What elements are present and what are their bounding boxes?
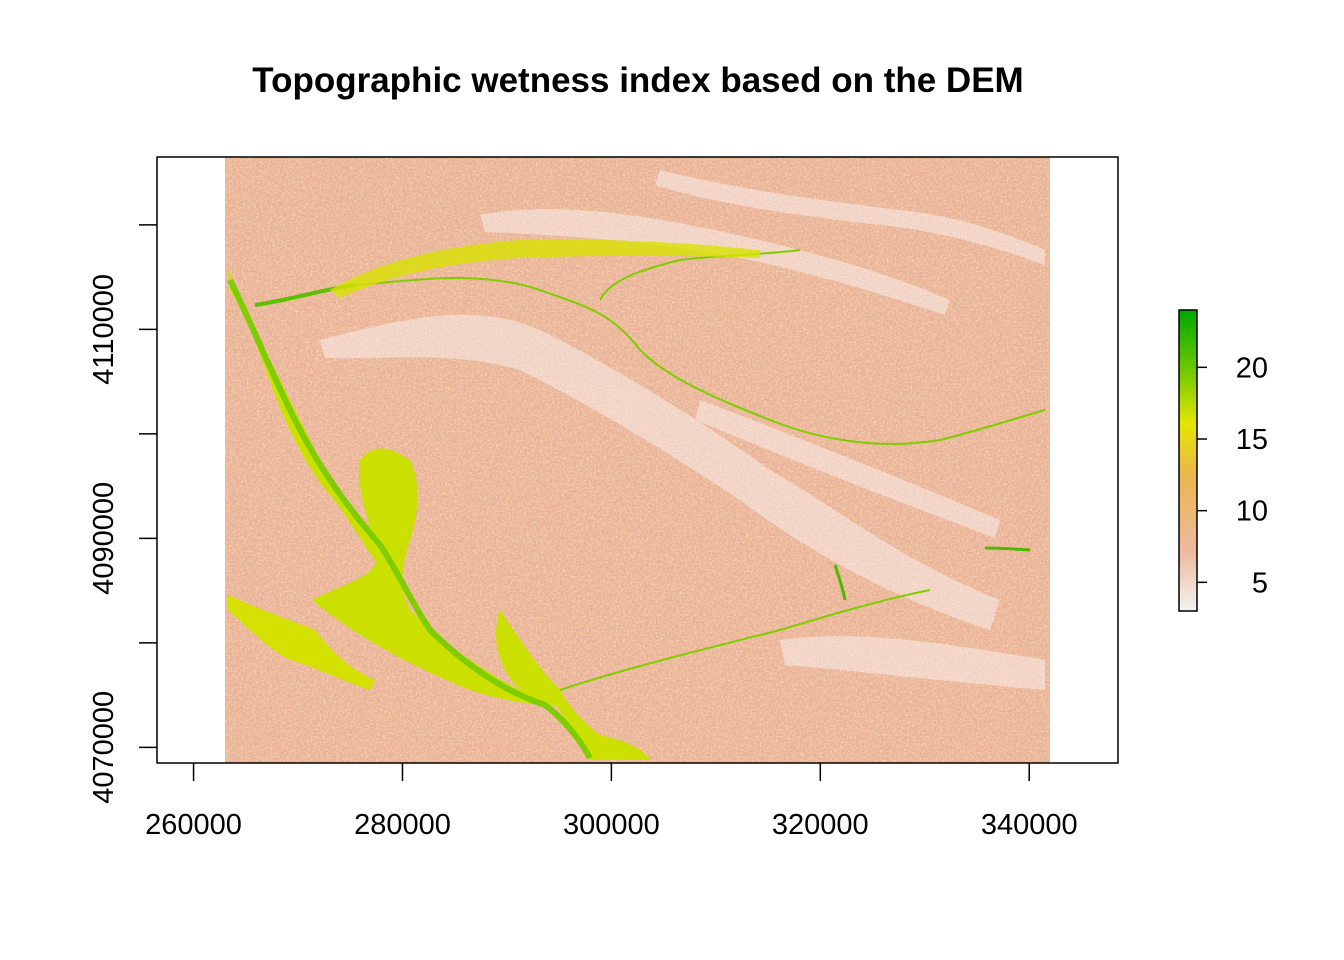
- x-tick-label: 260000: [145, 809, 242, 841]
- channel-main-trunk-core: [227, 278, 593, 760]
- legend-colorbar: [1178, 309, 1198, 612]
- legend-tick-label: 10: [1236, 496, 1268, 528]
- y-tick-label: 4070000: [88, 691, 120, 804]
- channel-main-trunk: [228, 270, 650, 760]
- x-tick-label: 340000: [981, 809, 1078, 841]
- x-tick-label: 320000: [772, 809, 869, 841]
- plot-frame: [156, 156, 1119, 764]
- channel-north-river: [354, 277, 1046, 445]
- y-tick-label: 4090000: [88, 482, 120, 595]
- channel-south-east-stream: [559, 589, 931, 691]
- x-tick-label: 300000: [563, 809, 660, 841]
- legend: 5 10 15 20: [1178, 309, 1268, 612]
- channel-west-branch: [228, 595, 375, 690]
- channel-north-west-fan: [330, 239, 760, 298]
- legend-tick-label: 20: [1236, 352, 1268, 384]
- channel-east-short: [984, 546, 1031, 552]
- x-axis: 260000 280000 300000 320000 340000: [145, 763, 1078, 841]
- legend-tick-label: 15: [1236, 424, 1268, 456]
- chart-title: Topographic wetness index based on the D…: [252, 61, 1023, 100]
- wet-channels: [227, 239, 1046, 760]
- channel-east-stream: [833, 564, 847, 601]
- legend-tick-label: 5: [1252, 567, 1268, 599]
- x-tick-label: 280000: [354, 809, 451, 841]
- raster-layer: [224, 157, 1051, 763]
- y-tick-label: 4110000: [88, 274, 120, 385]
- y-axis: 4070000 4090000 4110000: [88, 224, 157, 804]
- channel-upper-tributary: [599, 249, 801, 301]
